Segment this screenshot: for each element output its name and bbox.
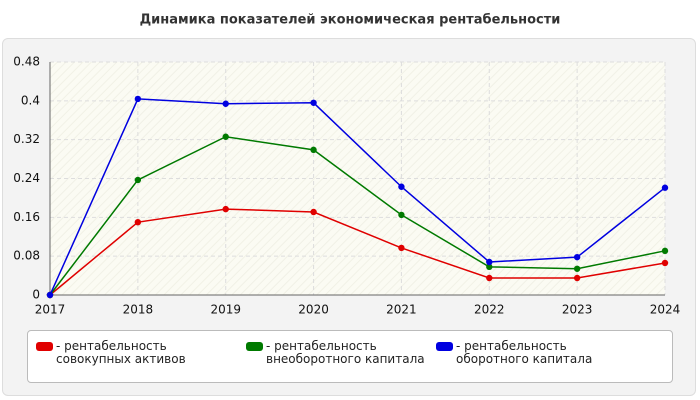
data-point bbox=[134, 176, 142, 184]
legend-swatch bbox=[246, 342, 263, 351]
x-tick-label: 2023 bbox=[562, 303, 593, 317]
x-tick-label: 2024 bbox=[650, 303, 681, 317]
chart-title: Динамика показателей экономическая рента… bbox=[140, 13, 561, 28]
data-point bbox=[222, 133, 229, 140]
y-tick-label: 0.48 bbox=[13, 55, 40, 69]
legend-swatch bbox=[436, 342, 453, 351]
data-point bbox=[661, 247, 669, 255]
legend-label: рентабельность оборотного капитала bbox=[456, 340, 636, 366]
data-point bbox=[398, 244, 405, 252]
series-line bbox=[49, 135, 666, 296]
data-point bbox=[134, 218, 142, 226]
data-point bbox=[398, 183, 405, 190]
x-tick-label: 2019 bbox=[210, 303, 241, 317]
data-point bbox=[486, 274, 493, 282]
y-tick-label: 0.32 bbox=[13, 132, 40, 146]
series-line bbox=[49, 208, 666, 296]
data-point bbox=[310, 146, 317, 154]
legend-label: рентабельность внеоборотного капитала bbox=[266, 340, 426, 366]
data-point bbox=[486, 263, 493, 271]
data-point bbox=[222, 205, 229, 213]
data-point bbox=[573, 265, 581, 272]
legend: рентабельность совокупных активов рентабе… bbox=[27, 330, 673, 383]
legend-swatch bbox=[36, 342, 53, 351]
series-line bbox=[49, 98, 666, 296]
data-point bbox=[398, 211, 405, 219]
legend-item: рентабельность внеоборотного капитала bbox=[246, 340, 426, 373]
y-tick-label: 0.24 bbox=[13, 171, 40, 185]
x-tick-label: 2021 bbox=[386, 303, 417, 317]
legend-item: рентабельность оборотного капитала bbox=[436, 340, 636, 373]
data-point bbox=[310, 208, 317, 216]
data-point bbox=[486, 258, 493, 266]
y-tick-label: 0.08 bbox=[13, 249, 40, 263]
legend-label: рентабельность совокупных активов bbox=[56, 340, 236, 366]
y-tick-label: 0 bbox=[32, 288, 40, 302]
data-point bbox=[310, 99, 317, 106]
x-tick-label: 2018 bbox=[123, 303, 154, 317]
x-tick-label: 2022 bbox=[474, 303, 505, 317]
data-point bbox=[134, 95, 142, 103]
data-point bbox=[661, 259, 669, 267]
y-tick-label: 0.16 bbox=[13, 210, 40, 224]
data-point bbox=[222, 100, 229, 107]
data-point bbox=[661, 184, 669, 191]
data-point bbox=[46, 291, 54, 299]
x-tick-label: 2017 bbox=[35, 303, 66, 317]
x-tick-label: 2020 bbox=[298, 303, 329, 317]
data-point bbox=[573, 253, 581, 261]
data-point bbox=[573, 274, 581, 282]
legend-item: рентабельность совокупных активов bbox=[36, 340, 236, 373]
y-tick-label: 0.4 bbox=[21, 93, 40, 107]
